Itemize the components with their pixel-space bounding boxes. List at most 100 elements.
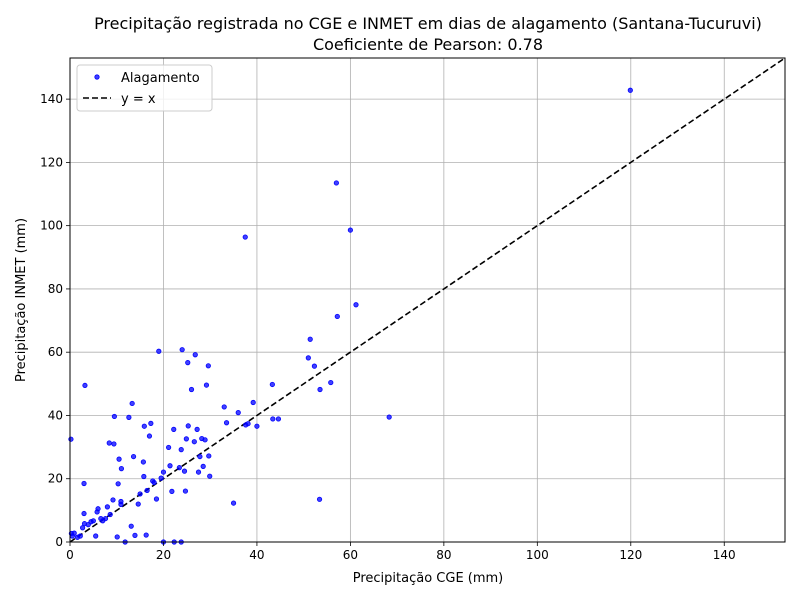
legend-marker-alagamento — [94, 74, 100, 80]
scatter-point — [129, 400, 135, 407]
y-tick-label: 80 — [48, 282, 63, 296]
scatter-point — [82, 382, 88, 389]
scatter-point — [102, 515, 109, 522]
chart-subtitle: Coeficiente de Pearson: 0.78 — [313, 35, 543, 54]
scatter-point — [202, 437, 208, 443]
y-tick-label: 40 — [48, 408, 63, 422]
scatter-point — [81, 510, 87, 517]
legend-box — [76, 64, 213, 112]
scatter-point — [307, 336, 313, 342]
scatter-point — [104, 504, 110, 510]
scatter-point — [68, 436, 74, 442]
scatter-point — [137, 491, 143, 497]
scatter-point — [305, 355, 311, 361]
scatter-point — [132, 532, 138, 538]
legend-label-alagamento: Alagamento — [121, 71, 200, 86]
x-tick-label: 80 — [436, 548, 451, 562]
scatter-point — [353, 302, 359, 308]
scatter-point — [182, 488, 189, 494]
scatter-point — [95, 506, 101, 512]
scatter-point — [333, 180, 339, 186]
scatter-point — [160, 469, 167, 475]
scatter-point — [167, 463, 173, 469]
scatter-point — [135, 501, 141, 507]
scatter-point — [115, 481, 121, 487]
scatter-point — [77, 533, 83, 539]
scatter-point — [223, 420, 230, 426]
scatter-point — [111, 441, 117, 447]
scatter-point — [195, 469, 202, 475]
scatter-point — [203, 382, 210, 388]
scatter-point — [254, 423, 260, 429]
scatter-point — [151, 479, 157, 486]
scatter-point — [178, 447, 184, 453]
scatter-point — [179, 347, 185, 353]
y-tick-label: 140 — [40, 92, 63, 106]
scatter-point — [130, 453, 137, 460]
scatter-point — [181, 468, 188, 474]
scatter-point — [205, 363, 211, 369]
y-tick-label: 20 — [48, 472, 63, 486]
scatter-point — [235, 410, 241, 416]
scatter-point — [185, 423, 191, 429]
scatter-point — [118, 501, 124, 507]
scatter-point — [221, 404, 227, 410]
scatter-point — [250, 399, 256, 406]
scatter-point — [114, 534, 120, 540]
scatter-point — [166, 444, 172, 451]
y-tick-label: 120 — [40, 155, 63, 169]
scatter-point — [90, 518, 96, 524]
scatter-point — [118, 466, 125, 472]
scatter-point — [148, 420, 154, 426]
scatter-point — [158, 475, 164, 481]
scatter-point — [80, 525, 86, 531]
x-tick-label: 0 — [66, 548, 74, 562]
plot-area-frame — [69, 57, 786, 543]
chart-title: Precipitação registrada no CGE e INMET e… — [94, 14, 762, 33]
scatter-point — [207, 473, 213, 479]
scatter-point — [245, 421, 251, 427]
x-tick-label: 60 — [343, 548, 358, 562]
y-axis-label: Precipitação INMET (mm) — [14, 218, 29, 382]
scatter-point — [144, 487, 150, 494]
scatter-point — [270, 416, 276, 422]
scatter-point — [185, 360, 191, 366]
x-tick-label: 100 — [526, 548, 549, 562]
scatter-point — [194, 426, 200, 432]
x-axis-label: Precipitação CGE (mm) — [353, 571, 504, 586]
scatter-point — [328, 379, 334, 386]
y-tick-label: 60 — [48, 345, 63, 359]
scatter-point — [116, 456, 122, 462]
scatter-point — [200, 463, 206, 469]
scatter-point — [176, 465, 182, 471]
x-tick-label: 120 — [619, 548, 642, 562]
scatter-point — [242, 234, 248, 240]
scatter-point — [140, 459, 146, 465]
scatter-point — [183, 436, 189, 442]
scatter-point — [93, 533, 99, 539]
scatter-point — [169, 488, 175, 494]
y-tick-label: 0 — [55, 535, 63, 549]
scatter-point — [171, 426, 177, 432]
scatter-point — [128, 523, 134, 529]
x-tick-label: 140 — [713, 548, 736, 562]
scatter-point — [156, 348, 162, 354]
scatter-point — [106, 440, 112, 446]
legend: Alagamento y = x — [76, 64, 213, 112]
x-tick-label: 20 — [156, 548, 171, 562]
scatter-point — [153, 496, 160, 502]
scatter-point — [275, 416, 282, 422]
scatter-point — [141, 473, 147, 480]
scatter-point — [627, 87, 633, 93]
scatter-point — [347, 227, 353, 233]
x-tick-label: 40 — [249, 548, 264, 562]
y-tick-label: 100 — [40, 219, 63, 233]
scatter-point — [110, 497, 116, 503]
scatter-point — [386, 414, 392, 420]
scatter-point — [206, 453, 212, 459]
legend-label-y-equals-x: y = x — [121, 92, 156, 107]
scatter-point — [311, 363, 318, 369]
scatter-point — [111, 413, 117, 420]
scatter-point — [107, 511, 113, 518]
scatter-point — [191, 439, 197, 445]
